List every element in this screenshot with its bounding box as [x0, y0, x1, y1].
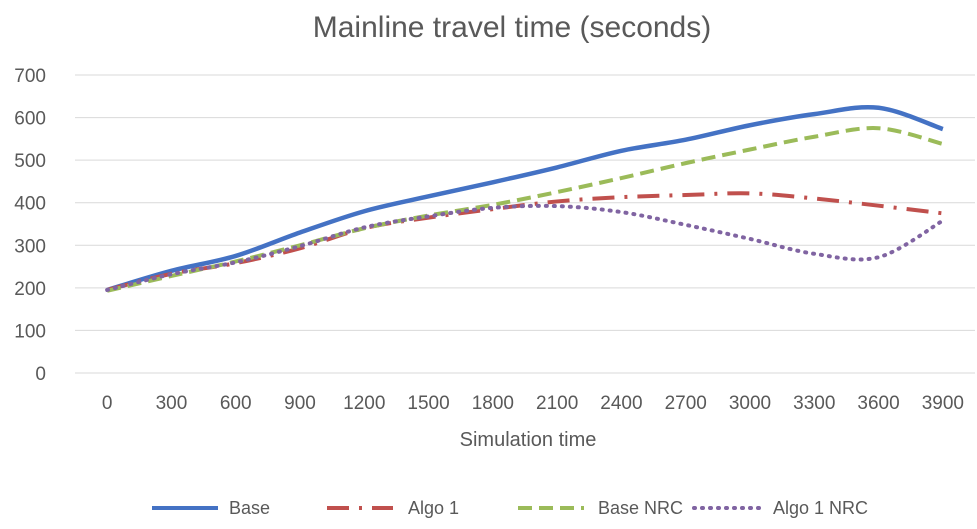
x-tick-label: 2100	[536, 393, 578, 414]
x-tick-label: 3600	[857, 393, 899, 414]
series-line-base-nrc	[106, 126, 944, 293]
legend-label: Algo 1 NRC	[773, 498, 868, 518]
legend-label: Base	[229, 498, 270, 518]
series-line-algo-1	[106, 191, 944, 292]
legend-label: Algo 1	[408, 498, 459, 518]
x-tick-label: 1200	[343, 393, 385, 414]
series-lines	[105, 104, 945, 293]
y-tick-label: 700	[14, 66, 46, 87]
y-tick-label: 100	[14, 321, 46, 342]
gridlines	[75, 74, 975, 374]
x-tick-label: 0	[102, 393, 113, 414]
x-tick-label: 600	[220, 393, 252, 414]
x-tick-label: 3000	[729, 393, 771, 414]
x-tick-label: 2700	[665, 393, 707, 414]
legend-label: Base NRC	[598, 498, 683, 518]
legend: Base Algo 1 Base NRC Algo 1 NRC	[152, 498, 868, 518]
x-tick-label: 2400	[600, 393, 642, 414]
y-tick-label: 500	[14, 151, 46, 172]
x-axis-label: Simulation time	[460, 429, 597, 451]
x-tick-label: 3900	[922, 393, 964, 414]
y-axis-ticks: 0 100 200 300 400 500 600 700	[14, 66, 46, 385]
chart-title: Mainline travel time (seconds)	[313, 11, 711, 44]
x-tick-label: 900	[284, 393, 316, 414]
x-tick-label: 300	[156, 393, 188, 414]
y-tick-label: 600	[14, 109, 46, 130]
y-tick-label: 300	[14, 236, 46, 257]
x-tick-label: 1800	[472, 393, 514, 414]
series-line-algo-1-nrc	[105, 203, 945, 292]
x-axis-ticks: 0 300 600 900 1200 1500 1800 2100 2400 2700 3000 33…	[102, 393, 964, 414]
y-tick-label: 200	[14, 279, 46, 300]
x-tick-label: 3300	[793, 393, 835, 414]
series-line-base	[106, 104, 944, 293]
x-tick-label: 1500	[407, 393, 449, 414]
y-tick-label: 400	[14, 194, 46, 215]
y-tick-label: 0	[35, 364, 46, 385]
